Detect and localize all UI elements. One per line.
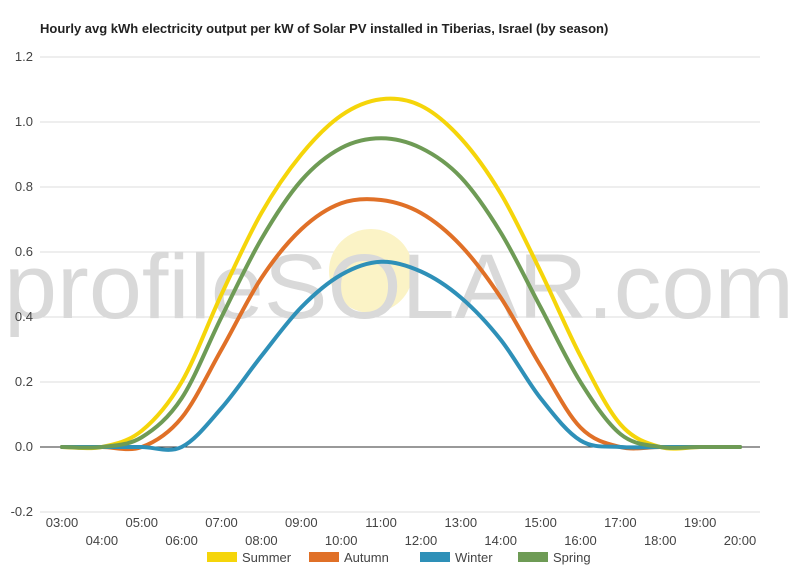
legend-swatch-spring: [518, 552, 548, 562]
x-tick-label: 05:00: [125, 515, 158, 530]
x-tick-label: 09:00: [285, 515, 318, 530]
watermark-sun-icon: [329, 229, 413, 313]
watermark: profileSOLAR.com: [4, 229, 794, 338]
series-lines: [60, 96, 742, 452]
x-tick-label: 04:00: [86, 533, 119, 548]
y-tick-label: 0.2: [15, 374, 33, 389]
series-line-summer: [60, 96, 742, 451]
legend-label-summer: Summer: [242, 550, 292, 565]
y-tick-label: 0.4: [15, 309, 33, 324]
y-tick-label: 1.0: [15, 114, 33, 129]
x-tick-label: 06:00: [165, 533, 198, 548]
y-axis-labels: -0.2 0.0 0.2 0.4 0.6 0.8 1.0 1.2: [11, 49, 33, 519]
x-tick-label: 10:00: [325, 533, 358, 548]
series-line-winter: [60, 259, 742, 452]
x-tick-label: 12:00: [405, 533, 438, 548]
legend-label-autumn: Autumn: [344, 550, 389, 565]
watermark-text: profileSOLAR.com: [4, 236, 794, 338]
y-tick-label: -0.2: [11, 504, 33, 519]
chart-title: Hourly avg kWh electricity output per kW…: [40, 21, 608, 36]
gridlines: [40, 56, 760, 513]
y-tick-label: 0.0: [15, 439, 33, 454]
x-tick-label: 14:00: [484, 533, 517, 548]
x-axis-labels: 03:00 04:00 05:00 06:00 07:00 08:00 09:00 10:00…: [46, 515, 757, 548]
legend-label-spring: Spring: [553, 550, 591, 565]
x-tick-label: 13:00: [445, 515, 478, 530]
x-tick-label: 07:00: [205, 515, 238, 530]
x-tick-label: 16:00: [564, 533, 597, 548]
legend-swatch-autumn: [309, 552, 339, 562]
legend-swatch-winter: [420, 552, 450, 562]
x-tick-label: 08:00: [245, 533, 278, 548]
legend-swatch-summer: [207, 552, 237, 562]
x-tick-label: 15:00: [524, 515, 557, 530]
x-tick-label: 03:00: [46, 515, 79, 530]
y-tick-label: 0.6: [15, 244, 33, 259]
legend: Summer Autumn Winter Spring: [207, 550, 591, 565]
x-tick-label: 17:00: [604, 515, 637, 530]
x-tick-label: 11:00: [365, 515, 397, 530]
x-tick-label: 18:00: [644, 533, 677, 548]
series-line-spring: [60, 136, 742, 450]
x-tick-label: 19:00: [684, 515, 717, 530]
y-tick-label: 1.2: [15, 49, 33, 64]
x-tick-label: 20:00: [724, 533, 757, 548]
legend-label-winter: Winter: [455, 550, 493, 565]
y-tick-label: 0.8: [15, 179, 33, 194]
